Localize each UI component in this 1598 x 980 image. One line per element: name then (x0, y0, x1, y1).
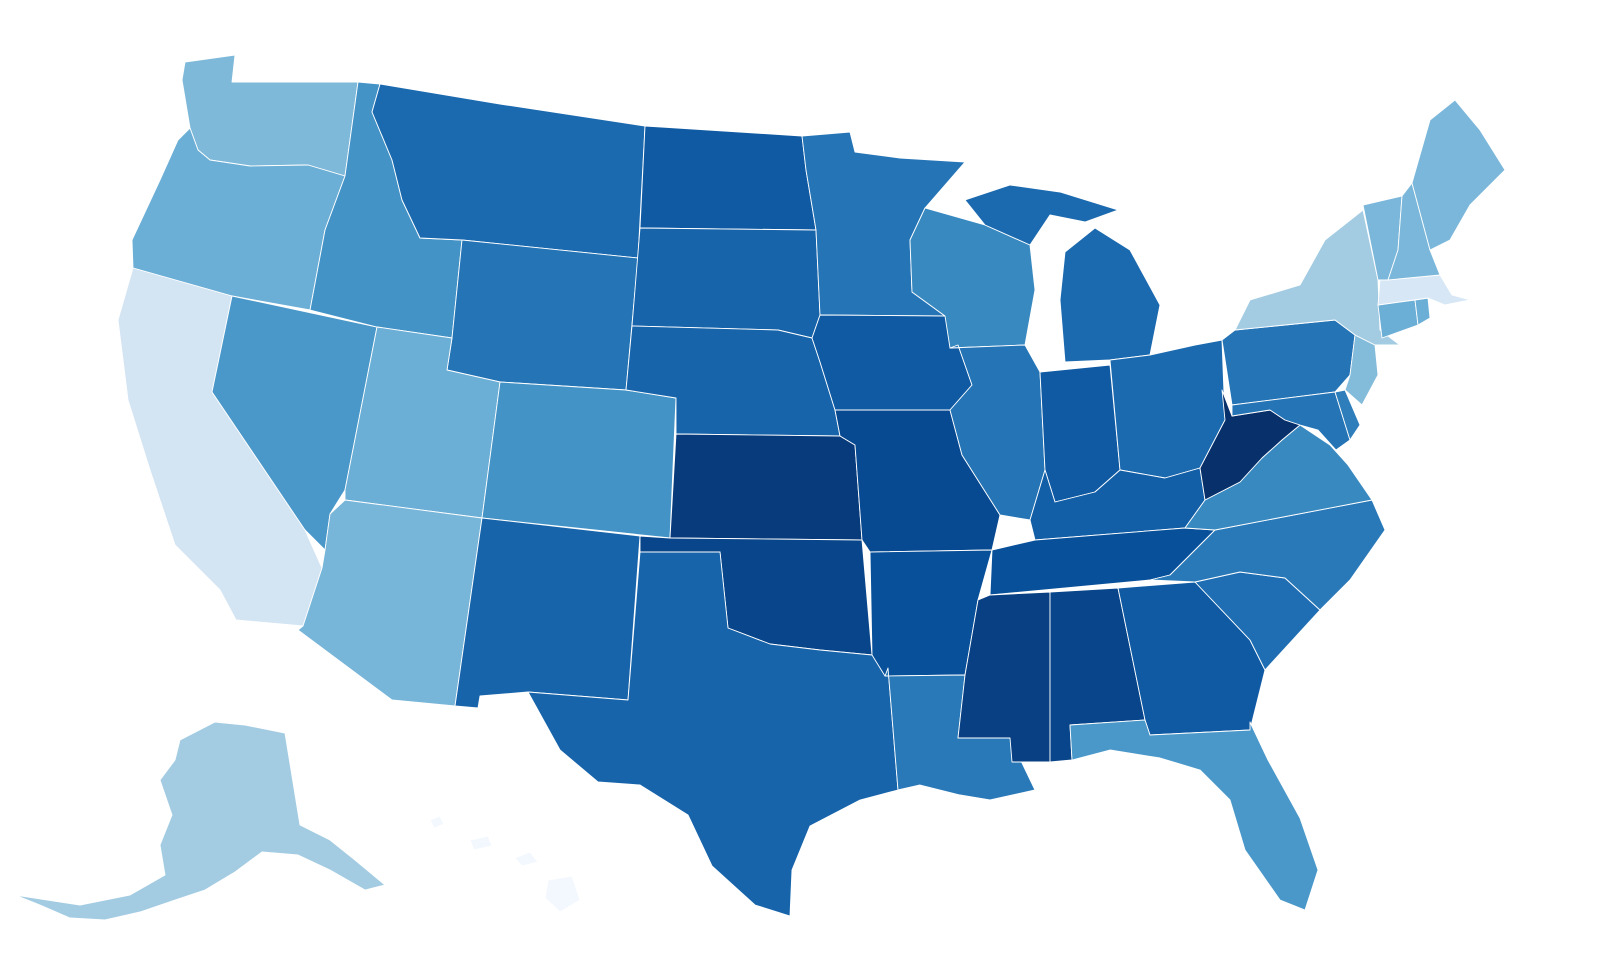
states-layer (14, 54, 1506, 921)
state-sd[interactable] (631, 227, 821, 339)
state-fl[interactable] (1069, 719, 1319, 911)
state-nm[interactable] (454, 517, 641, 709)
state-co[interactable] (481, 381, 677, 539)
state-wy[interactable] (446, 239, 639, 391)
state-me[interactable] (1411, 99, 1506, 251)
state-nc[interactable] (1149, 499, 1386, 611)
state-ks[interactable] (669, 433, 863, 541)
state-hi[interactable] (429, 815, 581, 913)
state-ak[interactable] (14, 721, 386, 921)
state-wa[interactable] (181, 54, 359, 177)
state-tx[interactable] (527, 551, 899, 917)
state-mt[interactable] (371, 83, 646, 259)
state-ma[interactable] (1377, 274, 1471, 306)
state-ri[interactable] (1414, 297, 1431, 326)
state-de[interactable] (1334, 389, 1361, 441)
state-nd[interactable] (639, 125, 817, 231)
state-il[interactable] (949, 344, 1046, 521)
state-ct[interactable] (1377, 299, 1419, 339)
